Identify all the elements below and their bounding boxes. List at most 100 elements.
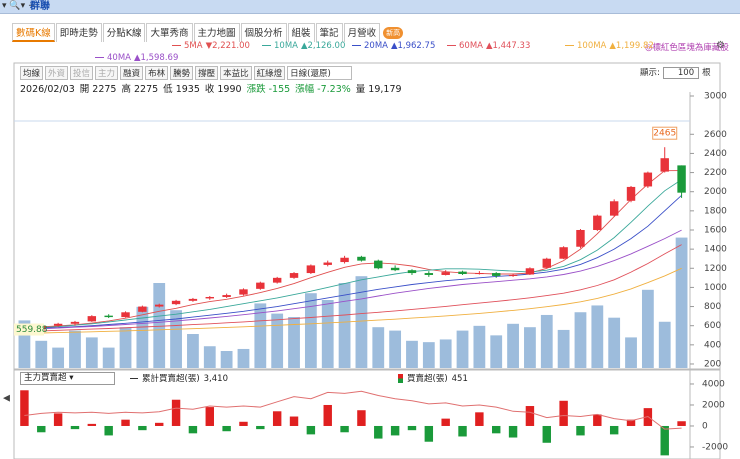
legend-swatch — [130, 378, 138, 379]
ma-swatch — [172, 45, 181, 46]
flow-bar — [576, 425, 585, 436]
candle-body — [256, 282, 265, 289]
flow-bar — [441, 418, 450, 426]
tab[interactable]: 個股分析 — [240, 23, 287, 42]
flow-bar — [306, 425, 316, 435]
candle-body — [272, 277, 282, 283]
candle-body — [155, 304, 164, 307]
y-tick-label: 800 — [704, 302, 721, 312]
flow-bar — [53, 413, 63, 426]
tab[interactable]: 即時走勢 — [55, 23, 102, 42]
flow-bar — [37, 425, 46, 433]
volume-bar — [591, 305, 604, 368]
flow-bar — [289, 416, 299, 426]
quote-date: 2026/02/03 — [20, 84, 75, 95]
ma-legend-item: 40MA ▲1,598.69 — [95, 53, 178, 63]
volume-bar — [625, 337, 637, 368]
ma-name: 60MA — [459, 41, 483, 51]
tab[interactable]: 分點K線 — [102, 23, 146, 42]
quote-label: 收 — [204, 84, 215, 95]
toolbar-button[interactable]: 主力 — [95, 66, 119, 80]
candle-body — [87, 316, 97, 322]
y-tick-label: 1000 — [704, 283, 727, 293]
candle-body — [222, 295, 231, 297]
toolbar-button[interactable]: 均線 — [20, 66, 44, 80]
volume-bar — [288, 317, 300, 368]
flow-bar — [256, 425, 265, 430]
volume-bar — [35, 340, 48, 368]
toolbar-button[interactable]: 紅綠燈 — [253, 66, 286, 80]
tab[interactable]: 筆記 — [315, 23, 343, 42]
toolbar-button[interactable]: 騰勢 — [170, 66, 194, 80]
ma-line — [24, 267, 682, 334]
volume-bar — [52, 347, 65, 368]
volume-bar — [220, 351, 233, 368]
quote-label: 漲幅 — [295, 84, 315, 95]
legend-swatch — [398, 374, 403, 383]
y-tick-label: 600 — [704, 321, 721, 331]
volume-bar — [675, 237, 688, 368]
ma-swatch — [352, 45, 361, 46]
tab[interactable]: 組裝 — [287, 23, 315, 42]
settings-icon[interactable]: ⚙ — [716, 40, 725, 51]
ma-line — [24, 229, 682, 330]
flow-bar — [525, 406, 535, 426]
tab[interactable]: 月營收 — [343, 23, 381, 42]
quote-label: 量 — [355, 84, 366, 95]
volume-bar — [170, 310, 182, 368]
y-tick-label: 2000 — [704, 187, 727, 197]
flow-bar — [272, 411, 282, 426]
ma-value: ▼2,221.00 — [205, 41, 250, 51]
candle-body — [205, 296, 214, 299]
toolbar-button[interactable]: 撐壓 — [195, 66, 219, 80]
ma-name: 10MA — [274, 41, 298, 51]
y-tick-label: 0 — [702, 421, 708, 431]
volume-bar — [18, 320, 31, 368]
tab[interactable]: 數碼K線 — [12, 23, 55, 42]
toolbar-button[interactable]: 本益比 — [220, 66, 252, 80]
toolbar-button[interactable]: 投信 — [70, 66, 94, 80]
flow-bar — [458, 425, 467, 437]
volume-bar — [540, 314, 553, 368]
candle-body — [424, 273, 434, 275]
volume-bar — [439, 339, 452, 368]
volume-bar — [641, 289, 654, 368]
tab[interactable]: 大單秀商 — [146, 23, 193, 42]
ma-legend-item: 100MA ▲1,199.82 — [565, 41, 654, 51]
ma-line — [24, 170, 682, 329]
period-select[interactable]: 日線(還原) — [287, 66, 352, 80]
collapse-arrow[interactable]: ◀ — [3, 394, 10, 404]
ma-name: 40MA — [107, 53, 131, 63]
display-unit: 根 — [702, 68, 711, 78]
candle-body — [677, 165, 686, 193]
ma-swatch — [262, 45, 271, 46]
flow-bar — [104, 425, 113, 436]
candle-body — [289, 273, 299, 278]
toolbar-button[interactable]: 布林 — [145, 66, 169, 80]
flow-bar — [70, 425, 80, 430]
volume-bar — [389, 330, 402, 368]
y-tick-label: 3000 — [704, 92, 727, 102]
y-tick-label: 2400 — [704, 149, 727, 159]
flow-bar — [407, 425, 417, 431]
candle-body — [508, 274, 518, 276]
ma-legend-item: 10MA ▲2,126.00 — [262, 41, 345, 51]
toolbar-button[interactable]: 外資 — [45, 66, 69, 80]
volume-bar — [304, 293, 317, 368]
y-tick-label: 400 — [704, 340, 721, 350]
toolbar-icons[interactable]: ▾ 🔍▾ + — [2, 1, 36, 11]
legend-name: 買賣超(張) — [407, 374, 448, 384]
display-input[interactable]: 100 — [662, 67, 700, 79]
volume-bar — [237, 348, 250, 368]
quote-value: 1935 — [175, 84, 200, 95]
candle-body — [70, 321, 80, 324]
tab[interactable]: 主力地圖 — [193, 23, 240, 42]
y-tick-label: 2600 — [704, 130, 727, 140]
quote-label: 低 — [163, 84, 173, 95]
panel-select-text: 主力買賣超 — [24, 373, 67, 383]
toolbar-button[interactable]: 融資 — [120, 66, 144, 80]
panel-select[interactable]: 主力買賣超 ▾ — [20, 372, 115, 385]
flow-bar — [475, 412, 484, 426]
volume-bar — [136, 306, 149, 368]
candle-body — [306, 265, 316, 274]
